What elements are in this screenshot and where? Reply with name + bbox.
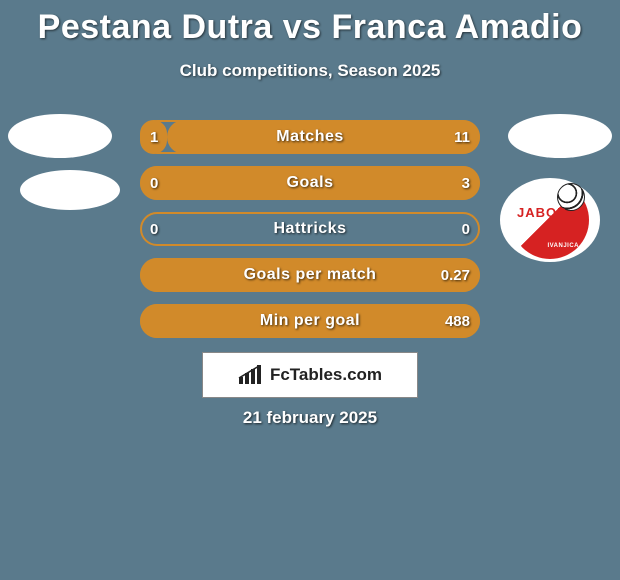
player2-club-logo: JABOP IVANJICA — [500, 178, 600, 262]
club-logo-subtext: IVANJICA — [547, 243, 579, 249]
stat-value-left: 0 — [150, 212, 158, 246]
stat-label: Goals — [140, 166, 480, 200]
chart-bars-icon — [238, 365, 264, 385]
stat-value-right: 0 — [462, 212, 470, 246]
stat-row: Matches111 — [140, 120, 480, 154]
stat-row: Goals per match0.27 — [140, 258, 480, 292]
stat-value-left: 0 — [150, 166, 158, 200]
page-title: Pestana Dutra vs Franca Amadio — [0, 0, 620, 47]
stat-label: Hattricks — [140, 212, 480, 246]
stat-value-right: 488 — [445, 304, 470, 338]
stat-label: Goals per match — [140, 258, 480, 292]
brand-box: FcTables.com — [202, 352, 418, 398]
stat-value-right: 11 — [454, 120, 470, 154]
stat-value-right: 3 — [462, 166, 470, 200]
stat-row: Goals0 3 — [140, 166, 480, 200]
club-logo-text: JABOP — [517, 205, 567, 220]
stat-label: Min per goal — [140, 304, 480, 338]
player1-badge-top — [8, 114, 112, 158]
comparison-infographic: Pestana Dutra vs Franca Amadio Club comp… — [0, 0, 620, 580]
stat-label: Matches — [140, 120, 480, 154]
player2-badge-top — [508, 114, 612, 158]
subtitle: Club competitions, Season 2025 — [0, 61, 620, 81]
stat-rows: Matches111Goals03Hattricks00Goals per ma… — [140, 120, 480, 350]
date-text: 21 february 2025 — [0, 408, 620, 428]
stat-row: Min per goal488 — [140, 304, 480, 338]
stat-row: Hattricks0 0 — [140, 212, 480, 246]
stat-value-right: 0.27 — [441, 258, 470, 292]
brand-text: FcTables.com — [270, 365, 382, 385]
player1-badge-bottom — [20, 170, 120, 210]
stat-value-left: 1 — [150, 120, 158, 154]
